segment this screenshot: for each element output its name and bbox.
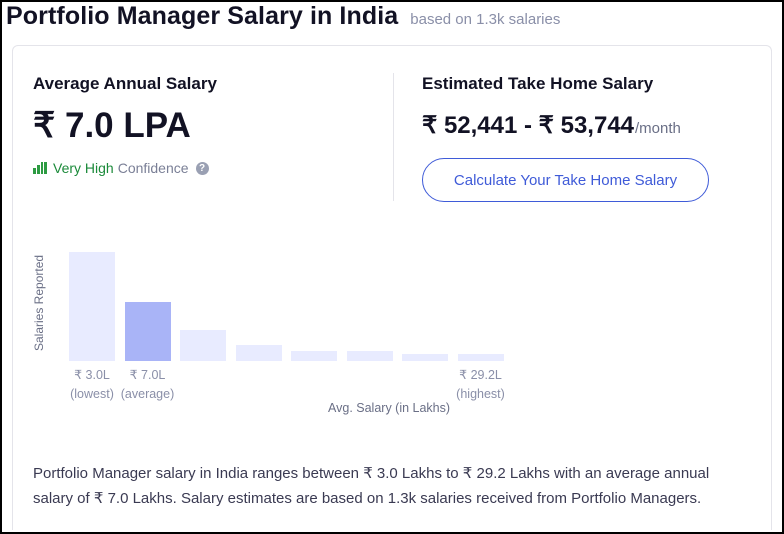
chart-tick-value: ₹ 7.0L [129, 368, 166, 382]
chart-x-axis-label: Avg. Salary (in Lakhs) [328, 401, 451, 415]
chart-bar[interactable] [236, 345, 282, 361]
chart-tick-value: ₹ 29.2L [459, 368, 502, 382]
chart-tick-note: (lowest) [70, 387, 114, 401]
page-header: Portfolio Manager Salary in India based … [6, 2, 560, 36]
salary-description: Portfolio Manager salary in India ranges… [33, 465, 710, 507]
chart-bar[interactable] [347, 351, 393, 361]
take-home-unit: /month [635, 120, 681, 137]
average-salary-value: ₹ 7.0 LPA [33, 106, 191, 145]
salary-count-subtitle: based on 1.3k salaries [410, 11, 561, 28]
calculate-take-home-button[interactable]: Calculate Your Take Home Salary [422, 158, 709, 202]
confidence-label: Confidence [117, 160, 189, 176]
take-home-amount: ₹ 52,441 - ₹ 53,744 [422, 112, 635, 139]
chart-bar[interactable] [402, 354, 448, 361]
chart-tick-note: (average) [120, 387, 175, 401]
chart-y-axis-label: Salaries Reported [32, 254, 46, 351]
chart-tick-value: ₹ 3.0L [74, 368, 110, 382]
take-home-value: ₹ 52,441 - ₹ 53,744 /month [422, 111, 681, 140]
chart-bar[interactable] [125, 302, 171, 361]
chart-bar[interactable] [69, 252, 115, 361]
help-icon[interactable]: ? [195, 161, 209, 175]
confidence-indicator: Very High Confidence ? [33, 160, 209, 176]
signal-bars-icon [33, 162, 47, 174]
chart-tick-note: (highest) [456, 387, 505, 401]
salary-card [12, 45, 772, 530]
chart-bar[interactable] [180, 330, 226, 361]
section-divider [393, 73, 394, 201]
chart-bar[interactable] [291, 351, 337, 361]
confidence-level: Very High [53, 160, 114, 176]
take-home-label: Estimated Take Home Salary [422, 74, 654, 93]
average-salary-label: Average Annual Salary [33, 74, 217, 93]
page-title: Portfolio Manager Salary in India [6, 2, 399, 30]
chart-bar[interactable] [458, 354, 504, 361]
